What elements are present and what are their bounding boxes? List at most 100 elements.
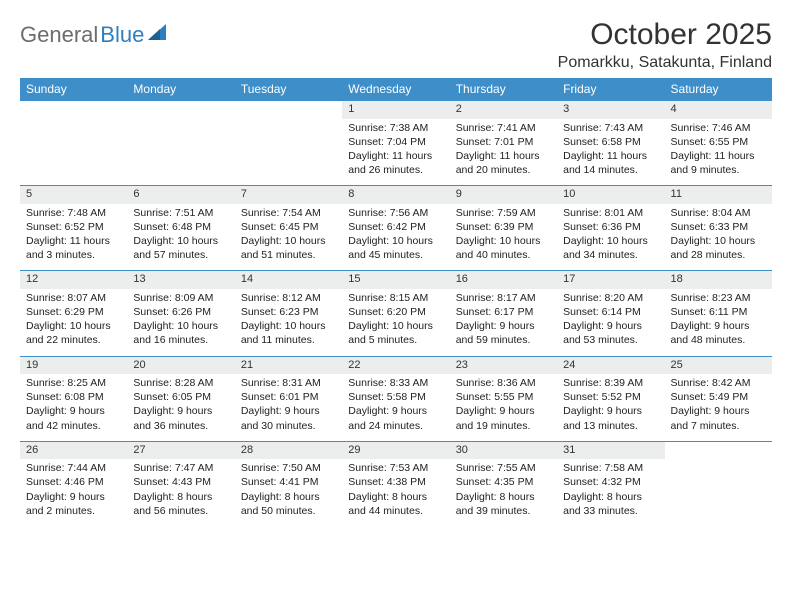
sunrise-text: Sunrise: 7:58 AM [563,461,658,475]
day-cell-number: 13 [127,271,234,289]
sunrise-text: Sunrise: 8:36 AM [456,376,551,390]
daylight-text: Daylight: 10 hours and 51 minutes. [241,234,336,262]
day-info: Sunrise: 7:58 AMSunset: 4:32 PMDaylight:… [557,459,664,526]
day-cell-info: Sunrise: 8:42 AMSunset: 5:49 PMDaylight:… [665,374,772,441]
sunrise-text: Sunrise: 8:20 AM [563,291,658,305]
day-cell-info: Sunrise: 8:28 AMSunset: 6:05 PMDaylight:… [127,374,234,441]
day-number: 1 [342,101,449,117]
sunset-text: Sunset: 4:46 PM [26,475,121,489]
sunset-text: Sunset: 6:55 PM [671,135,766,149]
day-cell-info: Sunrise: 7:48 AMSunset: 6:52 PMDaylight:… [20,204,127,271]
sunrise-text: Sunrise: 7:54 AM [241,206,336,220]
day-info: Sunrise: 7:44 AMSunset: 4:46 PMDaylight:… [20,459,127,526]
day-cell-info: Sunrise: 8:31 AMSunset: 6:01 PMDaylight:… [235,374,342,441]
sunrise-text: Sunrise: 7:48 AM [26,206,121,220]
day-cell-number: 15 [342,271,449,289]
day-number: 23 [450,357,557,373]
sunset-text: Sunset: 6:42 PM [348,220,443,234]
daylight-text: Daylight: 10 hours and 11 minutes. [241,319,336,347]
day-cell-number: 22 [342,356,449,374]
daylight-text: Daylight: 10 hours and 34 minutes. [563,234,658,262]
day-info: Sunrise: 8:28 AMSunset: 6:05 PMDaylight:… [127,374,234,441]
day-info: Sunrise: 8:31 AMSunset: 6:01 PMDaylight:… [235,374,342,441]
sunset-text: Sunset: 6:08 PM [26,390,121,404]
day-cell-number: 20 [127,356,234,374]
sunrise-text: Sunrise: 7:55 AM [456,461,551,475]
day-cell-info: Sunrise: 7:46 AMSunset: 6:55 PMDaylight:… [665,119,772,186]
day-number: 20 [127,357,234,373]
week-daynum-row: 12131415161718 [20,271,772,289]
day-cell-number: 17 [557,271,664,289]
day-info: Sunrise: 8:07 AMSunset: 6:29 PMDaylight:… [20,289,127,356]
logo-text-part1: General [20,22,98,48]
day-info: Sunrise: 7:48 AMSunset: 6:52 PMDaylight:… [20,204,127,271]
day-number: 11 [665,186,772,202]
sunrise-text: Sunrise: 8:12 AM [241,291,336,305]
day-header: Sunday [20,78,127,101]
sunset-text: Sunset: 6:17 PM [456,305,551,319]
day-header: Tuesday [235,78,342,101]
day-number: 5 [20,186,127,202]
daylight-text: Daylight: 9 hours and 7 minutes. [671,404,766,432]
day-cell-info: Sunrise: 7:38 AMSunset: 7:04 PMDaylight:… [342,119,449,186]
sunrise-text: Sunrise: 8:31 AM [241,376,336,390]
week-info-row: Sunrise: 8:25 AMSunset: 6:08 PMDaylight:… [20,374,772,441]
sunset-text: Sunset: 7:04 PM [348,135,443,149]
daylight-text: Daylight: 11 hours and 20 minutes. [456,149,551,177]
day-info: Sunrise: 8:09 AMSunset: 6:26 PMDaylight:… [127,289,234,356]
sunset-text: Sunset: 5:52 PM [563,390,658,404]
day-cell-number: 7 [235,186,342,204]
daylight-text: Daylight: 8 hours and 44 minutes. [348,490,443,518]
day-cell-info: Sunrise: 8:39 AMSunset: 5:52 PMDaylight:… [557,374,664,441]
daylight-text: Daylight: 8 hours and 33 minutes. [563,490,658,518]
day-cell-number: 19 [20,356,127,374]
day-header: Friday [557,78,664,101]
day-header: Monday [127,78,234,101]
day-number: 26 [20,442,127,458]
day-info: Sunrise: 7:56 AMSunset: 6:42 PMDaylight:… [342,204,449,271]
week-daynum-row: 262728293031 [20,441,772,459]
sunset-text: Sunset: 6:11 PM [671,305,766,319]
daylight-text: Daylight: 11 hours and 3 minutes. [26,234,121,262]
day-number: 25 [665,357,772,373]
day-cell-number [235,101,342,119]
daylight-text: Daylight: 9 hours and 24 minutes. [348,404,443,432]
daylight-text: Daylight: 10 hours and 45 minutes. [348,234,443,262]
day-cell-number [127,101,234,119]
sunrise-text: Sunrise: 8:33 AM [348,376,443,390]
day-number: 31 [557,442,664,458]
daylight-text: Daylight: 9 hours and 36 minutes. [133,404,228,432]
day-number: 17 [557,271,664,287]
day-info: Sunrise: 8:39 AMSunset: 5:52 PMDaylight:… [557,374,664,441]
sunrise-text: Sunrise: 7:41 AM [456,121,551,135]
daylight-text: Daylight: 9 hours and 48 minutes. [671,319,766,347]
day-number: 2 [450,101,557,117]
sunset-text: Sunset: 5:49 PM [671,390,766,404]
day-number: 28 [235,442,342,458]
day-info: Sunrise: 8:33 AMSunset: 5:58 PMDaylight:… [342,374,449,441]
day-number: 29 [342,442,449,458]
day-info: Sunrise: 7:38 AMSunset: 7:04 PMDaylight:… [342,119,449,186]
day-info: Sunrise: 8:42 AMSunset: 5:49 PMDaylight:… [665,374,772,441]
sunrise-text: Sunrise: 8:23 AM [671,291,766,305]
day-cell-info [235,119,342,186]
day-info: Sunrise: 8:25 AMSunset: 6:08 PMDaylight:… [20,374,127,441]
daylight-text: Daylight: 10 hours and 16 minutes. [133,319,228,347]
day-cell-number: 27 [127,441,234,459]
day-number: 13 [127,271,234,287]
day-cell-number: 11 [665,186,772,204]
day-info: Sunrise: 8:17 AMSunset: 6:17 PMDaylight:… [450,289,557,356]
sunset-text: Sunset: 4:41 PM [241,475,336,489]
sunrise-text: Sunrise: 7:51 AM [133,206,228,220]
day-cell-number: 6 [127,186,234,204]
day-cell-info: Sunrise: 8:23 AMSunset: 6:11 PMDaylight:… [665,289,772,356]
day-cell-info: Sunrise: 8:12 AMSunset: 6:23 PMDaylight:… [235,289,342,356]
day-cell-number: 3 [557,101,664,119]
sunrise-text: Sunrise: 7:59 AM [456,206,551,220]
sunrise-text: Sunrise: 8:09 AM [133,291,228,305]
logo-sail-icon [148,24,170,47]
sunset-text: Sunset: 6:26 PM [133,305,228,319]
sunset-text: Sunset: 6:33 PM [671,220,766,234]
day-header: Saturday [665,78,772,101]
daylight-text: Daylight: 10 hours and 28 minutes. [671,234,766,262]
